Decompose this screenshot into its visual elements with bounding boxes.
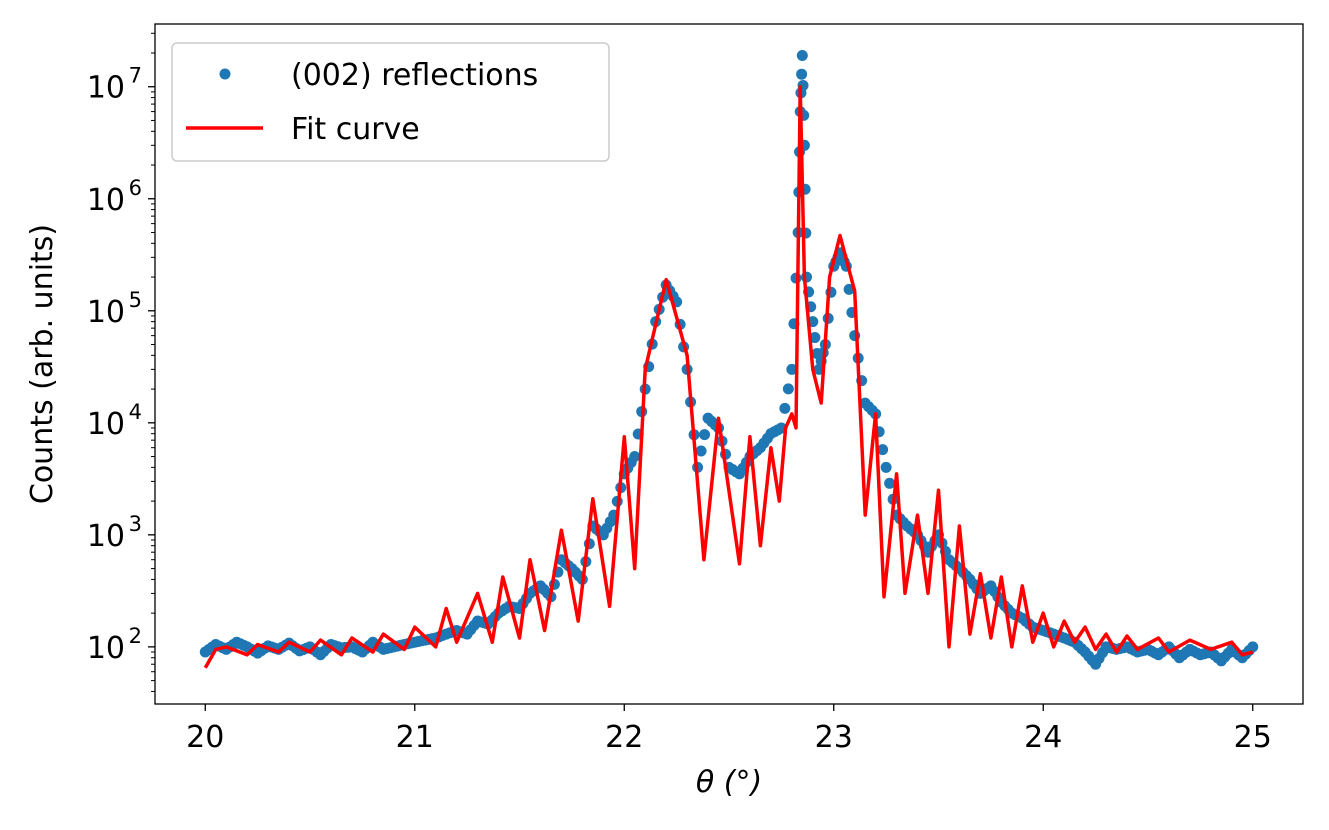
- y-tick-exponent: 2: [129, 624, 142, 648]
- y-axis-label: Counts (arb. units): [25, 224, 60, 504]
- x-tick-label: 22: [605, 720, 643, 755]
- data-point: [1247, 641, 1259, 653]
- fit-curve-line: [203, 84, 1254, 669]
- legend-entry-scatter: (002) reflections: [291, 58, 538, 93]
- data-point: [880, 461, 892, 473]
- data-point: [629, 451, 641, 463]
- data-point: [695, 445, 707, 457]
- legend-box: [171, 42, 610, 162]
- y-tick-exponent: 3: [129, 512, 142, 536]
- x-tick-label: 23: [815, 720, 853, 755]
- plot-frame: [154, 23, 1304, 705]
- data-point: [796, 68, 808, 80]
- legend-entry-fit: Fit curve: [291, 112, 420, 147]
- y-tick-exponent: 6: [129, 176, 142, 200]
- data-point: [790, 272, 802, 284]
- data-point: [779, 402, 791, 414]
- y-tick-label: 10: [87, 519, 125, 554]
- fit-series: [203, 84, 1254, 669]
- x-axis-label: θ (°): [696, 765, 762, 800]
- data-point: [786, 363, 798, 375]
- x-tick-label: 25: [1234, 720, 1272, 755]
- y-tick-label: 10: [87, 71, 125, 106]
- x-tick-label: 24: [1024, 720, 1062, 755]
- data-point: [877, 444, 889, 456]
- y-tick-exponent: 4: [129, 400, 142, 424]
- data-point: [782, 383, 794, 395]
- y-tick-label: 10: [87, 407, 125, 442]
- y-tick-exponent: 5: [129, 288, 142, 312]
- data-point: [809, 332, 821, 344]
- legend: (002) reflections Fit curve: [171, 42, 610, 162]
- data-point: [884, 477, 896, 489]
- data-point: [699, 429, 711, 441]
- data-point: [796, 50, 808, 62]
- y-tick-exponent: 7: [129, 64, 142, 88]
- legend-scatter-marker: [219, 68, 231, 80]
- x-tick-label: 21: [396, 720, 434, 755]
- y-tick-label: 10: [87, 183, 125, 218]
- y-tick-label: 10: [87, 295, 125, 330]
- y-tick-label: 10: [87, 631, 125, 666]
- x-tick-label: 20: [186, 720, 224, 755]
- x-axis: 20 21 22 23 24 25: [186, 704, 1272, 755]
